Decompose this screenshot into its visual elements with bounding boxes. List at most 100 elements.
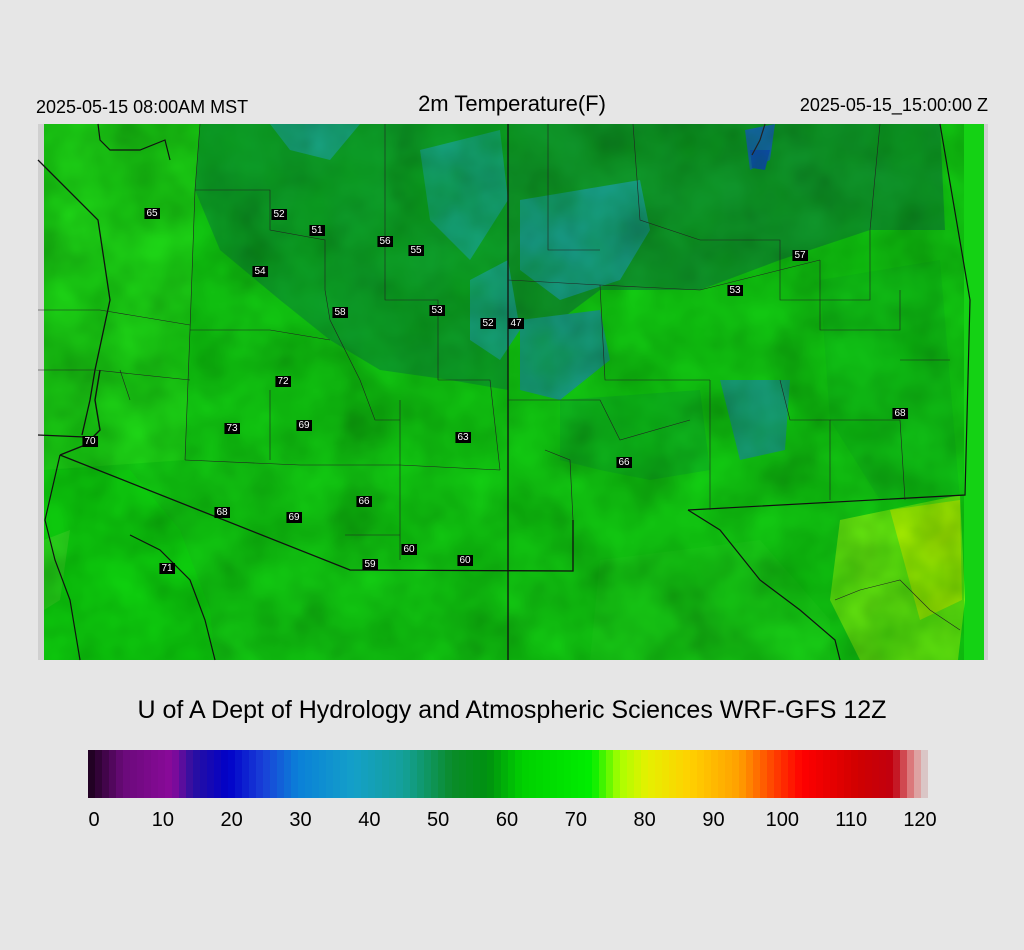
colorbar-tick-label: 30 [289,809,312,831]
colorbar-cell [683,750,691,798]
station-value-box [286,512,302,523]
colorbar-cell [431,750,439,798]
station-value-box [309,225,325,236]
colorbar-cell [746,750,754,798]
colorbar-cell [193,750,201,798]
colorbar-cell [795,750,803,798]
colorbar-cell [487,750,495,798]
station-value-box [480,318,496,329]
station-value-box [727,285,743,296]
station-value: 72 [277,376,289,387]
colorbar-cell [473,750,481,798]
colorbar-cell [704,750,712,798]
colorbar-cell [760,750,768,798]
colorbar-tick-label: 120 [903,809,937,831]
colorbar-cell [830,750,838,798]
colorbar-cell [228,750,236,798]
colorbar-cell [375,750,383,798]
colorbar-cell [606,750,614,798]
colorbar-cell [767,750,775,798]
colorbar-cell [130,750,138,798]
station-value: 66 [358,496,370,507]
station-value: 56 [379,236,391,247]
station-value: 54 [254,266,266,277]
colorbar-cell [613,750,621,798]
colorbar-cell [116,750,124,798]
colorbar-cell [172,750,180,798]
station-value: 60 [459,555,471,566]
colorbar-cell [515,750,523,798]
colorbar-tick-label: 90 [702,809,725,831]
colorbar-cell [452,750,460,798]
station-value-box [332,307,348,318]
colorbar-cell [536,750,544,798]
colorbar-cell [312,750,320,798]
station-value: 60 [403,544,415,555]
colorbar-cell [739,750,747,798]
map-title: 2m Temperature(F) [418,91,606,116]
colorbar-cell [123,750,131,798]
colorbar-tick-label: 40 [358,809,381,831]
station-value-box [271,209,287,220]
colorbar-cell [291,750,299,798]
colorbar-cell [578,750,586,798]
colorbar-cell [837,750,845,798]
colorbar-cell [599,750,607,798]
colorbar-cell [494,750,502,798]
colorbar-cell [249,750,257,798]
station-value-box [455,432,471,443]
colorbar-cell [214,750,222,798]
station-value-box [508,318,524,329]
colorbar-tick-label: 110 [835,809,868,831]
colorbar-cell [886,750,894,798]
station-value: 51 [311,225,323,236]
colorbar-cell [333,750,341,798]
colorbar-cell [368,750,376,798]
colorbar-cell [921,750,928,798]
station-value-box [401,544,417,555]
colorbar-cell [445,750,453,798]
station-value-box [362,559,378,570]
colorbar-cell [711,750,719,798]
colorbar-cell [585,750,593,798]
station-value-box [144,208,160,219]
colorbar-cell [907,750,915,798]
colorbar-tick-label: 50 [427,809,450,831]
colorbar-cell [459,750,467,798]
colorbar-cell [221,750,229,798]
colorbar-cell [802,750,810,798]
colorbar-cell [543,750,551,798]
station-value-box [82,436,98,447]
station-value: 68 [216,507,228,518]
colorbar-cell [207,750,215,798]
colorbar-cell [88,750,96,798]
colorbar-cell [305,750,313,798]
station-value: 57 [794,250,806,261]
colorbar-cell [641,750,649,798]
colorbar-cell [690,750,698,798]
colorbar-cell [424,750,432,798]
colorbar-cell [200,750,208,798]
colorbar-cell [284,750,292,798]
station-value: 73 [226,423,238,434]
colorbar-cell [781,750,789,798]
colorbar-cell [844,750,852,798]
colorbar-cell [522,750,530,798]
station-value: 52 [273,209,285,220]
colorbar-cell [326,750,334,798]
colorbar-cell [403,750,411,798]
station-value: 66 [618,457,630,468]
station-value-box [429,305,445,316]
colorbar-cell [382,750,390,798]
colorbar-cell [242,750,250,798]
station-value-box [224,423,240,434]
colorbar-cell [151,750,159,798]
station-value-box [377,236,393,247]
colorbar-tick-label: 10 [151,809,174,831]
colorbar-cell [186,750,194,798]
colorbar-cell [389,750,397,798]
colorbar-cell [466,750,474,798]
station-value: 47 [510,318,522,329]
colorbar-cell [417,750,425,798]
colorbar-cell [109,750,117,798]
